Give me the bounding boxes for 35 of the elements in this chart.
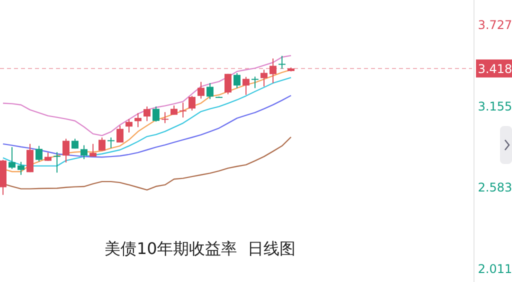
candlestick xyxy=(206,82,214,100)
candlestick xyxy=(90,143,96,158)
candlestick xyxy=(162,112,168,124)
candlestick xyxy=(54,152,60,174)
candlestick xyxy=(144,106,150,122)
candlestick xyxy=(126,118,132,134)
candlestick xyxy=(98,137,106,152)
candlestick xyxy=(80,144,88,160)
candlestick xyxy=(198,81,204,100)
candlestick xyxy=(8,146,16,170)
candlestick xyxy=(116,125,124,143)
candlestick xyxy=(26,143,34,173)
candlestick xyxy=(62,138,70,164)
y-tick-label: 2.011 xyxy=(478,262,512,276)
candlestick xyxy=(170,105,178,116)
candlestick xyxy=(278,55,286,70)
candlestick xyxy=(18,161,24,176)
candlestick xyxy=(180,102,186,118)
ref-line-label: 3.418 xyxy=(478,62,512,76)
candlestick xyxy=(188,95,196,112)
y-tick-label: 3.155 xyxy=(478,99,512,114)
candlestick xyxy=(234,72,240,89)
y-tick-label: 2.583 xyxy=(478,180,512,195)
candlestick xyxy=(270,58,276,84)
candlestick xyxy=(36,145,42,162)
y-tick-label: 3.727 xyxy=(478,18,512,32)
candlestick xyxy=(242,76,250,96)
candlestick xyxy=(152,106,160,122)
line-series xyxy=(2,54,292,136)
candlestick xyxy=(224,73,232,95)
text: 美债10年期收益率 日线图 xyxy=(104,239,296,258)
candlestick xyxy=(260,69,268,88)
candlestick xyxy=(252,76,258,89)
candlestick xyxy=(108,137,114,149)
candlestick xyxy=(134,112,142,128)
